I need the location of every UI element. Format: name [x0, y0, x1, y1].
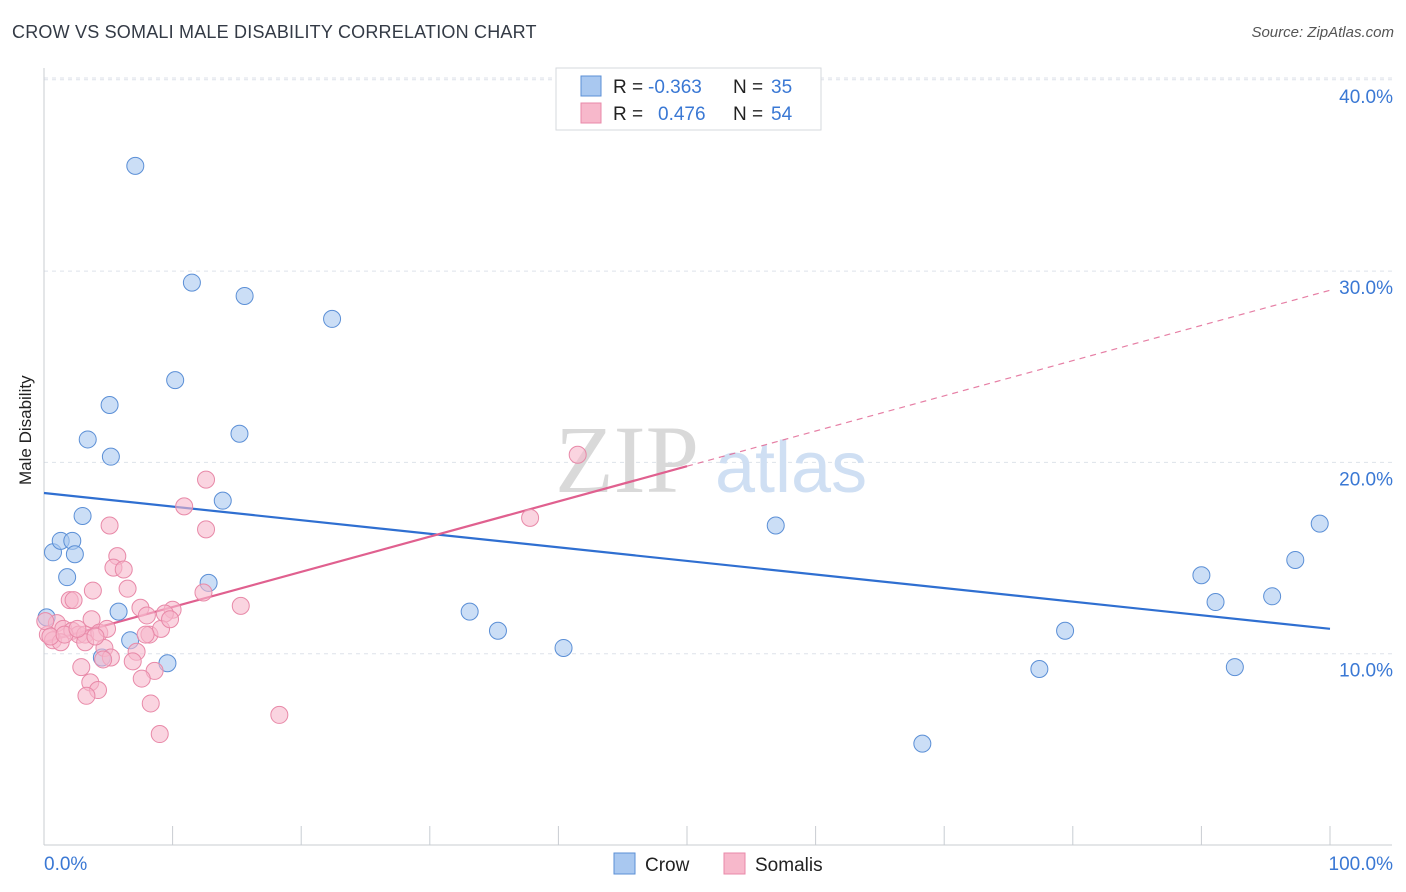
crow-point	[65, 545, 84, 564]
stats-legend: R = -0.363 N = 35 R = 0.476 N = 54	[555, 67, 822, 131]
crow-point	[109, 602, 128, 621]
somalis-point	[270, 705, 289, 724]
crow-r-label: R =	[613, 77, 643, 98]
crow-point	[235, 286, 254, 305]
somali-n-label: N =	[733, 104, 763, 125]
crow-point	[213, 491, 232, 510]
crow-point	[1286, 550, 1305, 569]
watermark-atlas: atlas	[715, 428, 867, 508]
somalis-point	[136, 625, 155, 644]
somalis-point	[568, 445, 587, 464]
somalis-point	[72, 658, 91, 677]
x-tick-label-max: 100.0%	[1329, 854, 1394, 875]
crow-r-value: -0.363	[648, 77, 702, 98]
crow-point	[58, 568, 77, 587]
somalis-point	[137, 606, 156, 625]
somalis-point	[141, 694, 160, 713]
somalis-point	[83, 581, 102, 600]
y-tick-label: 10.0%	[1339, 661, 1393, 682]
crow-point	[166, 371, 185, 390]
crow-point	[182, 273, 201, 292]
legend-crow-icon	[613, 852, 636, 875]
somali-swatch-icon	[580, 102, 602, 124]
somalis-point	[118, 579, 137, 598]
crow-n-value: 35	[771, 77, 792, 98]
chart-title: CROW VS SOMALI MALE DISABILITY CORRELATI…	[12, 22, 537, 42]
y-tick-label: 40.0%	[1339, 87, 1393, 108]
crow-point	[101, 447, 120, 466]
somalis-point	[123, 652, 142, 671]
somalis-point	[194, 583, 213, 602]
crow-point	[1192, 566, 1211, 585]
somalis-point	[161, 610, 180, 629]
somali-r-value: 0.476	[658, 104, 706, 125]
somalis-point	[197, 520, 216, 539]
legend-somalis-label: Somalis	[755, 855, 823, 876]
crow-point	[460, 602, 479, 621]
crow-point	[73, 506, 92, 525]
crow-n-label: N =	[733, 77, 763, 98]
crow-point	[78, 430, 97, 449]
source-credit: Source: ZipAtlas.com	[1251, 24, 1394, 41]
somalis-point	[132, 669, 151, 688]
crow-point	[766, 516, 785, 535]
somalis-point	[521, 508, 540, 527]
crow-point	[1310, 514, 1329, 533]
crow-point	[1056, 621, 1075, 640]
somalis-point	[114, 560, 133, 579]
somalis-point	[36, 612, 55, 631]
somalis-point	[150, 725, 169, 744]
somalis-point	[197, 470, 216, 489]
crow-point	[323, 309, 342, 328]
somali-n-value: 54	[771, 104, 793, 125]
somalis-point	[94, 650, 113, 669]
crow-point	[1225, 658, 1244, 677]
somalis-point	[86, 627, 105, 646]
crow-point	[100, 396, 119, 415]
x-tick-label-min: 0.0%	[44, 854, 87, 875]
crow-trend-line	[43, 491, 1331, 630]
crow-point	[230, 424, 249, 443]
tick-labels: 10.0% 20.0% 30.0% 40.0% 0.0% 100.0%	[44, 87, 1393, 875]
somalis-trend-line-extension	[686, 289, 1331, 467]
somali-r-label: R =	[613, 104, 643, 125]
crow-point	[488, 621, 507, 640]
somalis-point	[231, 596, 250, 615]
crow-point	[1030, 660, 1049, 679]
legend-crow-label: Crow	[645, 855, 690, 876]
somalis-point	[77, 686, 96, 705]
legend-somalis-icon	[723, 852, 746, 875]
trend-lines	[43, 289, 1331, 644]
somalis-point	[64, 591, 83, 610]
series-legend: Crow Somalis	[613, 852, 823, 876]
crow-point	[1206, 593, 1225, 612]
crow-swatch-icon	[580, 75, 602, 97]
y-tick-label: 20.0%	[1339, 469, 1393, 490]
gridlines	[44, 77, 1392, 655]
crow-point	[554, 638, 573, 657]
somalis-point	[175, 497, 194, 516]
crow-point	[913, 734, 932, 753]
axes	[43, 68, 1392, 846]
somalis-point	[82, 610, 101, 629]
somalis-point	[68, 619, 87, 638]
y-tick-label: 30.0%	[1339, 278, 1393, 299]
crow-point	[126, 156, 145, 175]
somalis-point	[100, 516, 119, 535]
data-points	[36, 156, 1329, 753]
crow-point	[1263, 587, 1282, 606]
